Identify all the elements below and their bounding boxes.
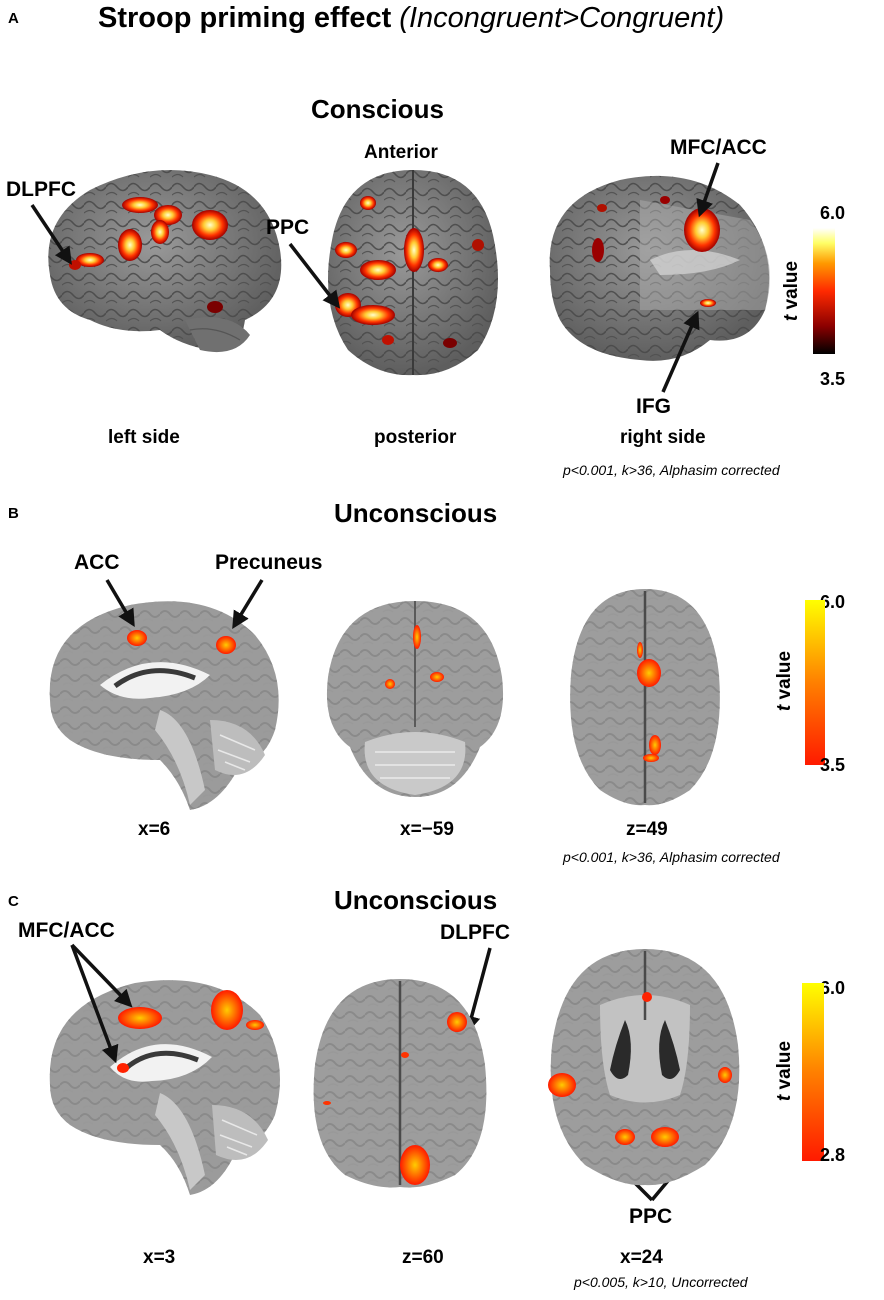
label-ppc-c: PPC bbox=[629, 1205, 673, 1228]
arrow-dlpfc-c bbox=[463, 947, 492, 1034]
panel-letter-a: A bbox=[8, 10, 19, 27]
brain-coronal-b bbox=[326, 601, 504, 797]
colorbar-c-min: 2.8 bbox=[820, 1145, 846, 1165]
colorbar-b bbox=[805, 600, 825, 765]
colorbar-c-title-value: value bbox=[774, 1040, 795, 1090]
figure-title: Stroop priming effect (Incongruent>Congr… bbox=[98, 2, 724, 35]
panel-b-threshold: p<0.001, k>36, Alphasim corrected bbox=[563, 849, 780, 865]
panel-c-heading: Unconscious bbox=[334, 885, 498, 915]
brain-axial-c bbox=[548, 949, 740, 1186]
panel-a-view-2: posterior bbox=[374, 427, 457, 448]
colorbar-b-min: 3.5 bbox=[820, 755, 846, 775]
panel-a-heading: Conscious bbox=[311, 94, 444, 124]
label-precuneus-b: Precuneus bbox=[215, 551, 323, 574]
panel-c-view-1: x=3 bbox=[143, 1247, 176, 1268]
colorbar-a-max: 6.0 bbox=[820, 203, 846, 223]
colorbar-c bbox=[802, 983, 824, 1161]
panel-a-threshold: p<0.001, k>36, Alphasim corrected bbox=[563, 462, 780, 478]
panel-c-view-3: x=24 bbox=[620, 1247, 663, 1268]
colorbar-c-max: 6.0 bbox=[820, 978, 846, 998]
label-dlpfc-a: DLPFC bbox=[6, 178, 76, 201]
label-mfc-acc-a: MFC/ACC bbox=[670, 136, 767, 159]
brain-left-lateral bbox=[48, 170, 282, 353]
arrow-mfc-acc-c-1 bbox=[70, 943, 133, 1008]
label-mfc-acc-c: MFC/ACC bbox=[18, 919, 115, 942]
panel-b-view-1: x=6 bbox=[138, 819, 171, 840]
brain-top-view bbox=[328, 170, 498, 376]
colorbar-c-title: t value bbox=[774, 1031, 796, 1111]
brain-axial-b bbox=[570, 589, 720, 806]
panel-c-view-2: z=60 bbox=[402, 1247, 444, 1268]
panel-a-view-3: right side bbox=[620, 427, 706, 448]
panel-b-view-3: z=49 bbox=[626, 819, 668, 840]
panel-c-threshold: p<0.005, k>10, Uncorrected bbox=[574, 1274, 748, 1290]
panel-a-anterior-label: Anterior bbox=[364, 142, 438, 163]
panel-letter-c: C bbox=[8, 893, 19, 910]
colorbar-c-title-t: t bbox=[774, 1094, 795, 1102]
arrow-acc-b bbox=[105, 579, 135, 628]
label-ifg-a: IFG bbox=[636, 395, 671, 418]
panel-b-view-2: x=−59 bbox=[400, 819, 454, 840]
figure-title-main: Stroop priming effect bbox=[98, 2, 392, 34]
brain-right-medial bbox=[549, 175, 770, 361]
colorbar-a bbox=[813, 228, 835, 354]
panel-letter-b: B bbox=[8, 505, 19, 522]
panel-a-view-1: left side bbox=[108, 427, 180, 448]
label-ppc-a: PPC bbox=[266, 216, 310, 239]
arrow-mfc-acc-c-2 bbox=[70, 944, 119, 1064]
arrow-precuneus-b bbox=[232, 579, 264, 629]
colorbar-b-max: 6.0 bbox=[820, 592, 846, 612]
panel-b-heading: Unconscious bbox=[334, 498, 498, 528]
brain-axial-top-c bbox=[313, 979, 487, 1188]
brain-sagittal-b bbox=[49, 601, 279, 810]
brain-sagittal-c bbox=[49, 980, 280, 1195]
colorbar-a-min: 3.5 bbox=[820, 369, 846, 389]
label-dlpfc-c: DLPFC bbox=[440, 921, 510, 944]
figure-title-sub: (Incongruent>Congruent) bbox=[399, 2, 725, 34]
label-acc-b: ACC bbox=[74, 551, 120, 574]
